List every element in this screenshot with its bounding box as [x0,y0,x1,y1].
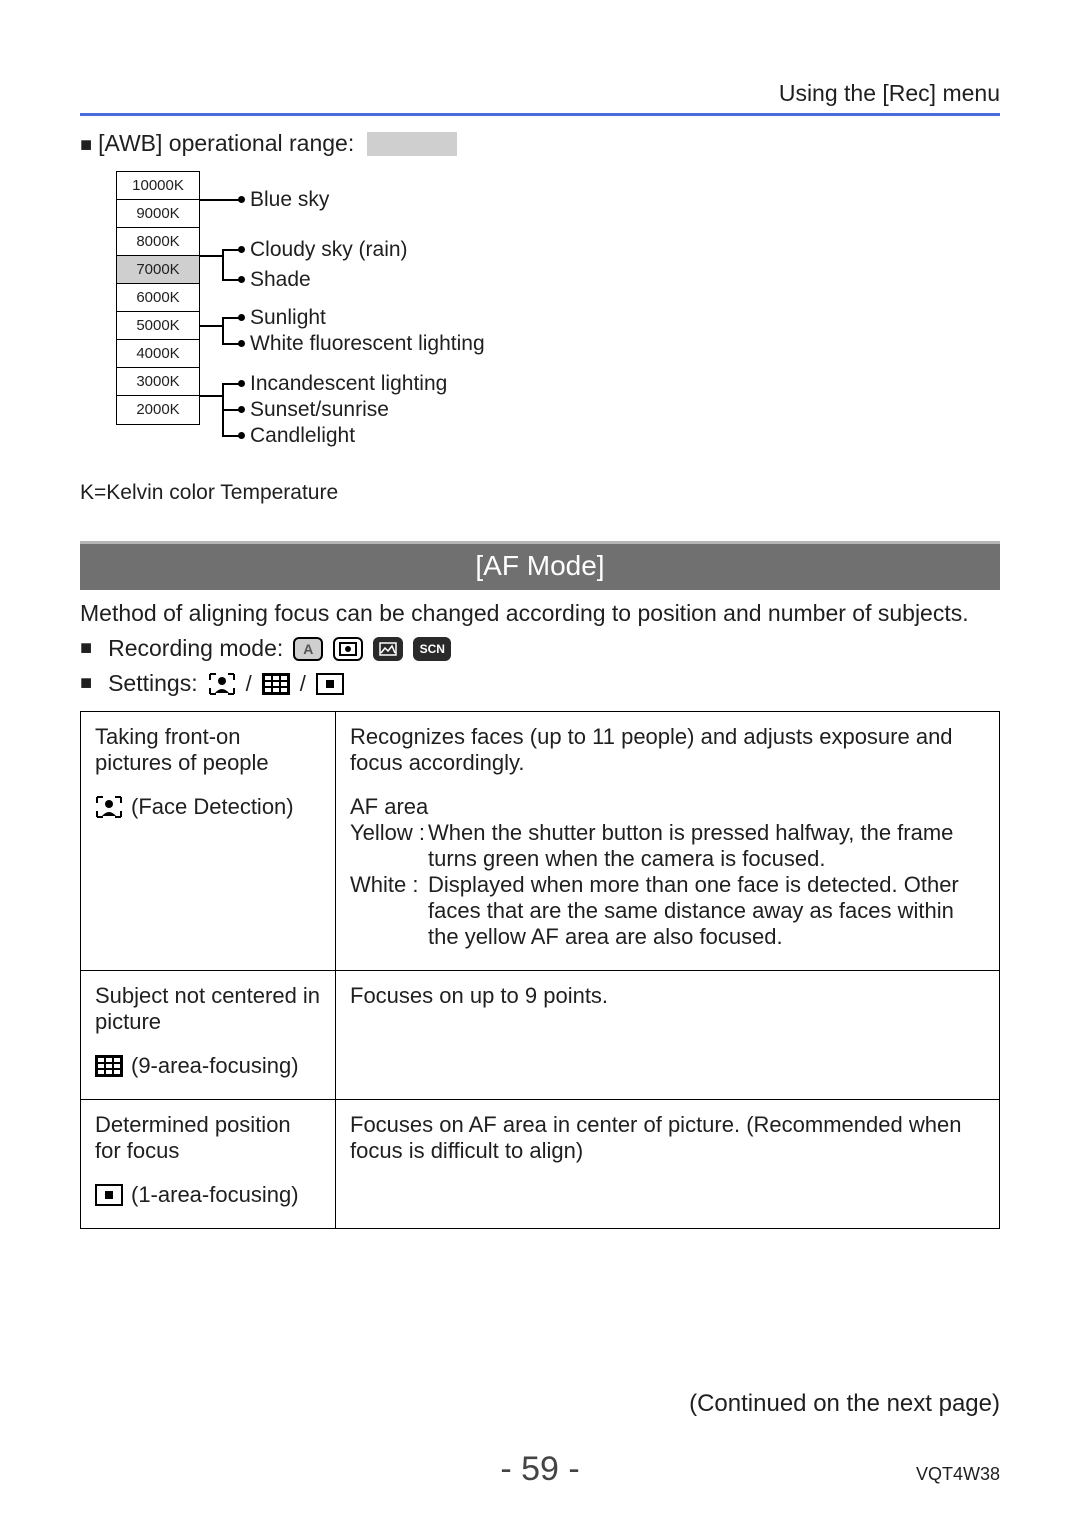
af-mode-table: Taking front-on pictures of people (Face… [80,711,1000,1229]
mode-icon-auto: A [293,637,323,661]
mode-icon-picture [373,637,403,661]
one-area-icon [316,673,344,695]
row1-white: White :Displayed when more than one face… [350,872,985,950]
label-candlelight: Candlelight [250,424,355,448]
doc-code: VQT4W38 [916,1464,1000,1485]
label-incandescent: Incandescent lighting [250,372,447,396]
table-row: Taking front-on pictures of people (Face… [81,712,1000,971]
table-row: Subject not centered in picture (9-area-… [81,971,1000,1100]
row1-yellow: Yellow :When the shutter button is press… [350,820,985,872]
nine-area-icon [262,673,290,695]
breadcrumb: Using the [Rec] menu [80,80,1000,113]
label-sunset: Sunset/sunrise [250,398,389,422]
k-3000: 3000K [117,368,199,396]
recording-mode-line: Recording mode: A SCN [80,635,1000,662]
kelvin-column: 10000K 9000K 8000K 7000K 6000K 5000K 400… [116,171,200,425]
k-7000: 7000K [117,256,199,284]
one-area-icon [95,1184,123,1206]
label-cloudy: Cloudy sky (rain) [250,238,408,262]
row1-intro: Recognizes faces (up to 11 people) and a… [350,724,985,776]
recording-mode-label: Recording mode: [108,635,283,662]
k-4000: 4000K [117,340,199,368]
continued-note: (Continued on the next page) [689,1390,1000,1418]
mode-icon-scn: SCN [413,637,451,661]
k-9000: 9000K [117,200,199,228]
k-8000: 8000K [117,228,199,256]
row3-left-mode: (1-area-focusing) [131,1182,299,1208]
af-mode-description: Method of aligning focus can be changed … [80,600,1000,627]
label-sunlight: Sunlight [250,306,326,330]
header-rule [80,113,1000,116]
label-blue-sky: Blue sky [250,188,329,212]
kelvin-diagram: 10000K 9000K 8000K 7000K 6000K 5000K 400… [116,171,876,471]
settings-line: Settings: / / [80,670,1000,697]
row1-left-title: Taking front-on pictures of people [95,724,321,776]
k-5000: 5000K [117,312,199,340]
k-10000: 10000K [117,172,199,200]
row3-right: Focuses on AF area in center of picture.… [336,1100,1000,1229]
af-area-label: AF area [350,794,985,820]
kelvin-footnote: K=Kelvin color Temperature [80,481,338,505]
af-mode-heading: [AF Mode] [80,541,1000,590]
slash-icon: / [246,671,252,697]
row2-right: Focuses on up to 9 points. [336,971,1000,1100]
k-6000: 6000K [117,284,199,312]
mode-icon-normal [333,637,363,661]
row2-left-title: Subject not centered in picture [95,983,321,1035]
face-detection-icon [208,672,236,696]
k-2000: 2000K [117,396,199,424]
row3-left-title: Determined position for focus [95,1112,321,1164]
face-detection-icon [95,795,123,819]
settings-label: Settings: [108,670,198,697]
nine-area-icon [95,1055,123,1077]
row1-left-mode: (Face Detection) [131,794,294,820]
table-row: Determined position for focus (1-area-fo… [81,1100,1000,1229]
label-shade: Shade [250,268,311,292]
label-fluorescent: White fluorescent lighting [250,332,485,356]
slash-icon: / [300,671,306,697]
row2-left-mode: (9-area-focusing) [131,1053,299,1079]
awb-title: [AWB] operational range: [80,130,354,157]
awb-swatch [367,132,457,156]
